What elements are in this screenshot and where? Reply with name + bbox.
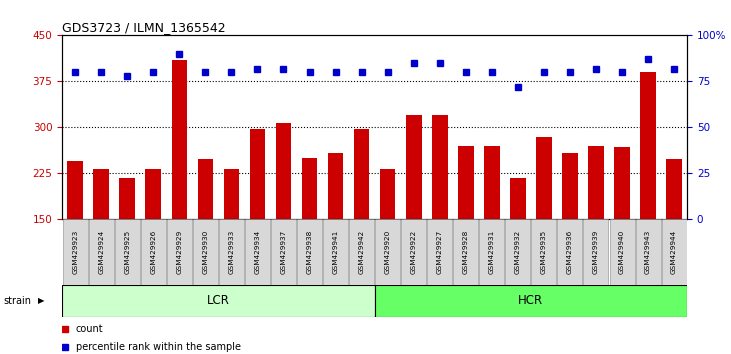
Bar [406,115,422,219]
FancyBboxPatch shape [374,285,687,317]
FancyBboxPatch shape [349,219,374,285]
Text: GSM429931: GSM429931 [489,230,495,274]
FancyBboxPatch shape [88,219,114,285]
Text: GSM429944: GSM429944 [671,230,677,274]
Bar [432,115,447,219]
Text: GSM429940: GSM429940 [619,230,625,274]
FancyBboxPatch shape [193,219,218,285]
Bar [380,169,395,219]
Bar [224,169,239,219]
Bar [327,153,344,219]
FancyBboxPatch shape [375,219,400,285]
Text: percentile rank within the sample: percentile rank within the sample [76,342,241,352]
Text: GSM429941: GSM429941 [333,230,338,274]
Text: GSM429933: GSM429933 [228,230,235,274]
Bar [640,72,656,219]
Bar [250,129,265,219]
Text: GSM429936: GSM429936 [567,230,573,274]
Text: GSM429930: GSM429930 [202,230,208,274]
Text: GSM429923: GSM429923 [72,230,78,274]
Text: GSM429942: GSM429942 [359,230,365,274]
Bar [119,178,135,219]
Text: GSM429925: GSM429925 [124,230,130,274]
Bar [588,146,604,219]
FancyBboxPatch shape [635,219,661,285]
Bar [197,159,213,219]
Text: GSM429932: GSM429932 [515,230,521,274]
FancyBboxPatch shape [583,219,608,285]
FancyBboxPatch shape [505,219,531,285]
Bar [510,178,526,219]
Text: GSM429922: GSM429922 [411,230,417,274]
FancyBboxPatch shape [115,219,140,285]
FancyBboxPatch shape [62,285,374,317]
FancyBboxPatch shape [297,219,322,285]
Text: GSM429927: GSM429927 [436,230,443,274]
FancyBboxPatch shape [662,219,686,285]
FancyBboxPatch shape [245,219,270,285]
Text: GSM429943: GSM429943 [645,230,651,274]
Text: GSM429934: GSM429934 [254,230,260,274]
Bar [484,146,500,219]
Bar [67,161,83,219]
Bar [614,147,630,219]
FancyBboxPatch shape [219,219,244,285]
Text: count: count [76,324,104,334]
Text: ▶: ▶ [38,296,45,306]
FancyBboxPatch shape [558,219,583,285]
Text: GSM429938: GSM429938 [306,230,313,274]
Bar [562,153,577,219]
FancyBboxPatch shape [427,219,452,285]
Bar [458,146,474,219]
FancyBboxPatch shape [610,219,635,285]
Bar [302,158,317,219]
FancyBboxPatch shape [167,219,192,285]
Text: GSM429926: GSM429926 [151,230,156,274]
Text: GSM429929: GSM429929 [176,230,182,274]
Bar [145,169,161,219]
Text: HCR: HCR [518,295,543,307]
FancyBboxPatch shape [453,219,478,285]
FancyBboxPatch shape [323,219,348,285]
FancyBboxPatch shape [401,219,426,285]
FancyBboxPatch shape [480,219,504,285]
Bar [172,60,187,219]
Text: GSM429937: GSM429937 [281,230,287,274]
Text: GSM429928: GSM429928 [463,230,469,274]
Text: GDS3723 / ILMN_1365542: GDS3723 / ILMN_1365542 [62,21,226,34]
FancyBboxPatch shape [271,219,296,285]
Text: strain: strain [4,296,31,306]
Text: LCR: LCR [207,295,230,307]
FancyBboxPatch shape [63,219,88,285]
Bar [667,159,682,219]
FancyBboxPatch shape [141,219,166,285]
Bar [536,137,552,219]
Text: GSM429935: GSM429935 [541,230,547,274]
Text: GSM429920: GSM429920 [385,230,390,274]
FancyBboxPatch shape [531,219,556,285]
Bar [276,122,292,219]
Text: GSM429924: GSM429924 [98,230,105,274]
Bar [94,169,109,219]
Text: GSM429939: GSM429939 [593,230,599,274]
Bar [354,129,369,219]
